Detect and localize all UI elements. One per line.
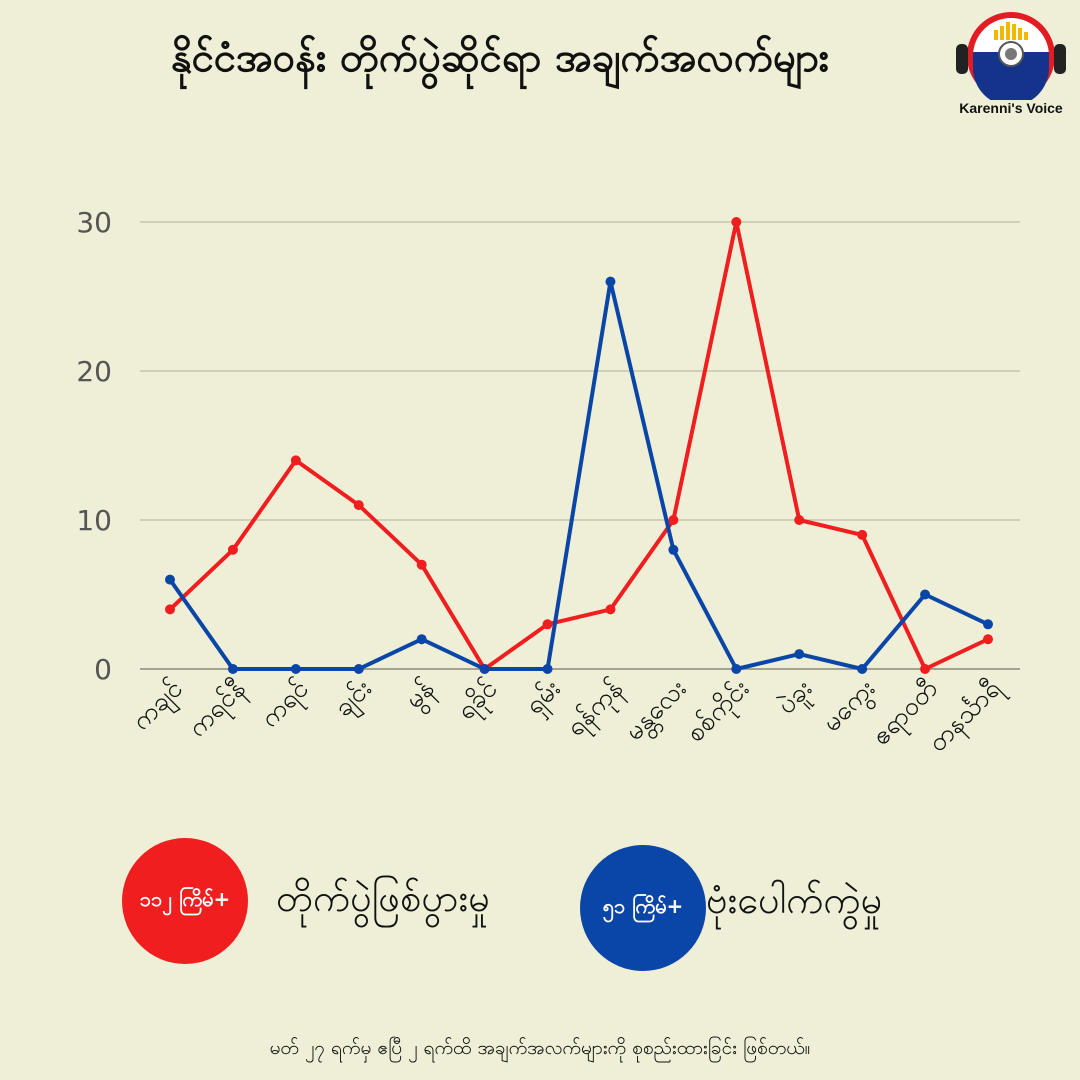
chart-series	[165, 217, 993, 674]
chart-grid	[140, 221, 1020, 670]
data-point	[668, 515, 679, 525]
data-point	[353, 664, 364, 674]
legend-battles-badge: ၁၁၂ ကြိမ်+	[122, 838, 248, 964]
series-line-1	[168, 220, 989, 671]
series-line-2	[168, 279, 989, 671]
logo-text: Karenni's Voice	[959, 100, 1063, 116]
x-tick-label: ရန်ကုန်	[560, 673, 633, 746]
data-point	[227, 544, 238, 555]
logo-emblem-icon	[956, 12, 1066, 106]
data-point	[227, 664, 238, 674]
data-point	[605, 276, 616, 287]
legend-explosions-label: ဗုံးပေါက်ကွဲမှု	[706, 878, 883, 922]
data-point	[920, 589, 931, 600]
data-point	[731, 664, 742, 674]
data-point	[731, 217, 742, 227]
x-tick-label: ကချင်	[126, 673, 193, 740]
x-tick-label: ကရင်	[254, 673, 318, 737]
data-point	[857, 664, 868, 674]
y-tick-label: 20	[76, 355, 112, 388]
data-point	[605, 604, 616, 615]
y-tick-label: 0	[94, 653, 112, 686]
karennis-voice-logo: Karenni's Voice	[950, 8, 1072, 120]
y-tick-label: 30	[76, 206, 112, 239]
data-point	[165, 574, 175, 585]
data-point	[857, 529, 868, 540]
page-title: နိုင်ငံအဝန်း တိုက်ပွဲဆိုင်ရာ အချက်အလက်မျ…	[171, 35, 829, 81]
data-point	[983, 634, 993, 645]
x-tick-label: တနင်္သာရီ	[922, 672, 1012, 762]
data-point	[542, 664, 553, 674]
data-point	[290, 455, 301, 466]
data-point	[920, 664, 931, 674]
legend-battles-label: တိုက်ပွဲဖြစ်ပွားမှု	[276, 876, 490, 920]
data-point	[542, 619, 553, 630]
data-point	[353, 500, 364, 511]
data-point	[668, 544, 679, 555]
x-tick-label: ရှမ်း	[519, 673, 570, 724]
y-tick-label: 10	[76, 504, 112, 537]
data-point	[794, 649, 805, 660]
legend-battles-count: ၁၁၂ ကြိမ်+	[139, 887, 231, 911]
legend-explosions-badge: ၅၁ ကြိမ်+	[580, 845, 706, 971]
x-tick-label: ကရင်နီ	[182, 673, 256, 747]
x-axis-ticks: ကချင်ကရင်နီ ကရင် ချင်း မွန် ရခိုင် ရှမ်းရန်ကု…	[126, 672, 1012, 762]
data-point	[983, 619, 993, 630]
data-point	[290, 664, 301, 674]
data-point	[794, 515, 805, 525]
x-tick-label: ပဲခူး	[771, 674, 821, 724]
data-point	[416, 559, 427, 570]
footnote: မတ် ၂၇ ရက်မှ ဧပြီ ၂ ရက်ထိ အချက်အလက်များက…	[269, 1037, 811, 1059]
data-point	[416, 634, 427, 645]
x-tick-label: စစ်ကိုင်း	[680, 673, 759, 752]
data-point	[479, 664, 490, 674]
x-tick-label: မန္တလေး	[619, 674, 696, 751]
x-tick-label: မွန်	[399, 673, 444, 718]
y-axis-ticks: 0 10 20 30	[76, 206, 112, 686]
x-tick-label: ရခိုင်	[451, 673, 508, 730]
x-tick-label: ချင်း	[328, 673, 382, 727]
legend-explosions-count: ၅၁ ကြိမ်+	[602, 894, 684, 918]
data-point	[165, 604, 175, 615]
